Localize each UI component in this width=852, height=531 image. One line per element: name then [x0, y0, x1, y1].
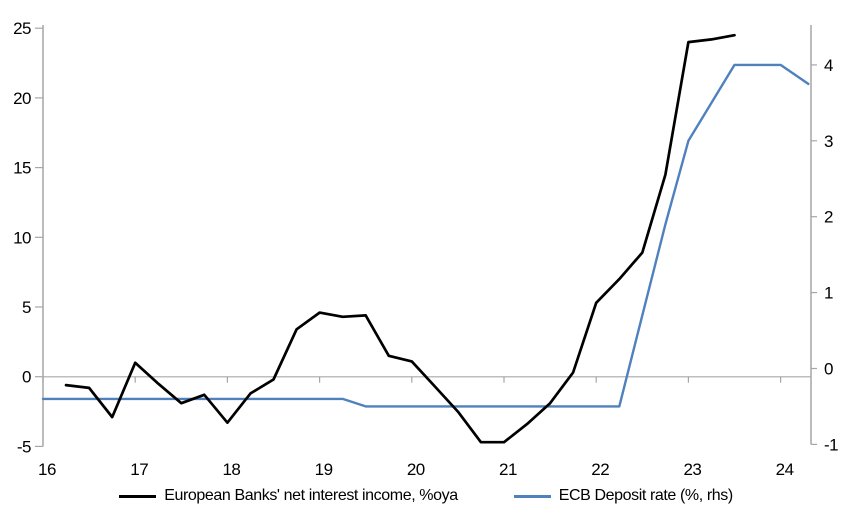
right-axis-tick-label: 2: [824, 208, 833, 227]
right-axis-tick-label: 3: [824, 132, 833, 151]
ecb-rate-line-swatch: [513, 494, 551, 498]
nii-legend-label: European Banks' net interest income, %oy…: [164, 487, 458, 504]
legend-item-nii: European Banks' net interest income, %oy…: [119, 487, 458, 505]
left-axis-tick-label: 20: [13, 89, 31, 108]
right-axis-tick-label: -1: [824, 435, 838, 454]
nii-line: [64, 33, 736, 444]
right-axis-tick-label: 0: [824, 360, 833, 379]
x-tick-label: 21: [499, 460, 517, 479]
x-tick-label: 23: [683, 460, 701, 479]
x-tick-label: 19: [315, 460, 333, 479]
x-tick-label: 20: [407, 460, 425, 479]
chart-legend: European Banks' net interest income, %oy…: [0, 487, 852, 505]
left-axis-tick-label: 0: [22, 368, 31, 387]
ecb-rate-line: [41, 63, 810, 408]
x-tick-label: 24: [776, 460, 794, 479]
left-axis-tick-label: 10: [13, 228, 31, 247]
right-axis-tick-label: 1: [824, 284, 833, 303]
left-axis-tick-label: -5: [17, 437, 31, 456]
right-axis-tick-label: 4: [824, 56, 833, 75]
x-tick-label: 16: [38, 460, 56, 479]
x-tick-label: 18: [222, 460, 240, 479]
nii-line-swatch: [119, 494, 157, 498]
x-tick-label: 22: [591, 460, 609, 479]
ecb-legend-label: ECB Deposit rate (%, rhs): [558, 487, 733, 504]
left-axis-tick-label: 5: [22, 298, 31, 317]
legend-item-ecb: ECB Deposit rate (%, rhs): [513, 487, 733, 505]
x-tick-label: 17: [130, 460, 148, 479]
left-axis-tick-label: 15: [13, 159, 31, 178]
left-axis-tick-label: 25: [13, 19, 31, 38]
